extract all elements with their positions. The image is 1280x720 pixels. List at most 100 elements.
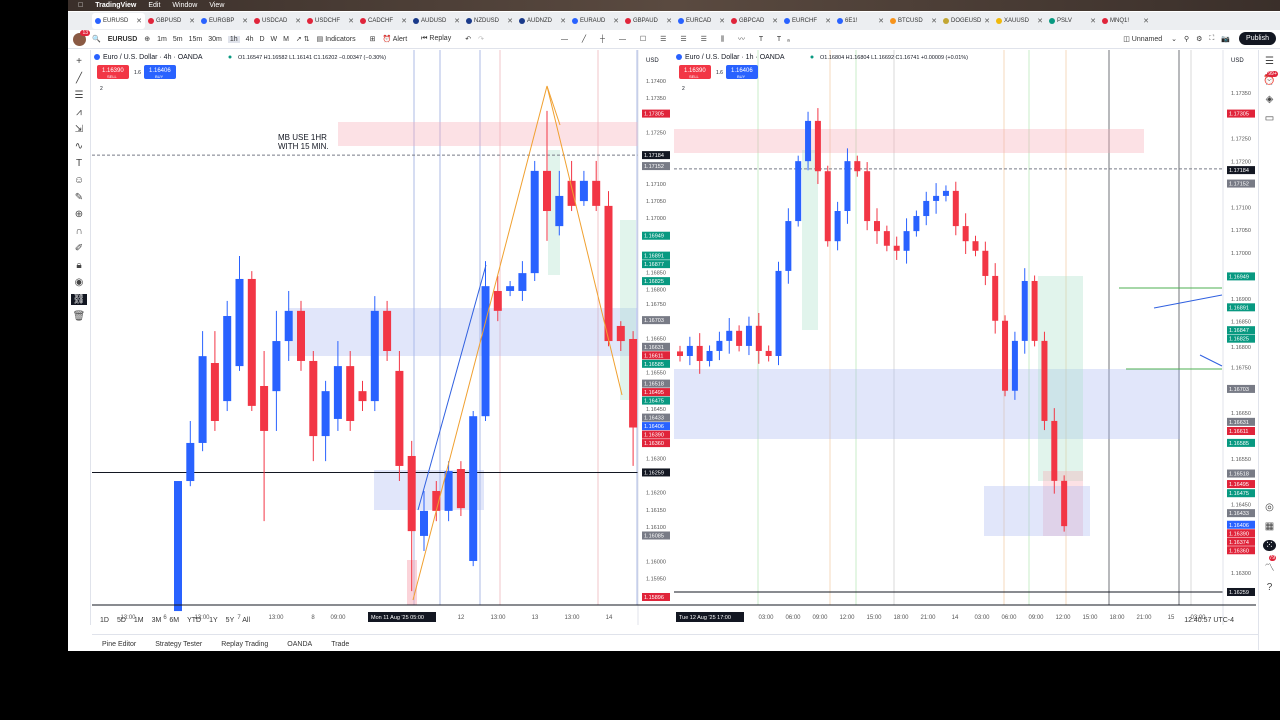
emoji-icon[interactable]: ☺: [73, 175, 85, 186]
candle[interactable]: [755, 325, 762, 351]
candle[interactable]: [383, 310, 392, 352]
fullscreen-icon[interactable]: ⛶: [1209, 35, 1215, 42]
candle[interactable]: [481, 286, 490, 417]
indicators-button[interactable]: ▤ Indicators: [316, 36, 356, 43]
candle[interactable]: [260, 385, 269, 431]
tab-gbpaud[interactable]: GBPAUD ✕: [622, 13, 675, 29]
close-tab-icon[interactable]: ✕: [719, 18, 725, 25]
watchlist-icon[interactable]: ☰: [1265, 56, 1274, 67]
zone-box[interactable]: [984, 486, 1090, 536]
sell-button[interactable]: [679, 65, 711, 79]
lock-icon[interactable]: 🔒︎: [76, 260, 82, 271]
fib-icon[interactable]: ☰: [74, 90, 84, 101]
candle[interactable]: [824, 171, 831, 242]
ruler-icon[interactable]: ⇲: [74, 124, 84, 135]
interval-D[interactable]: D: [259, 35, 265, 43]
candle[interactable]: [432, 490, 441, 511]
candle[interactable]: [210, 363, 219, 421]
candle[interactable]: [854, 161, 861, 172]
range-5d[interactable]: 5D: [116, 617, 126, 624]
candle[interactable]: [309, 360, 318, 437]
measure-icon[interactable]: ✎: [74, 192, 84, 203]
candle[interactable]: [1011, 340, 1018, 391]
chat-icon[interactable]: ▭: [1264, 113, 1275, 124]
candle[interactable]: [972, 241, 979, 251]
candle[interactable]: [543, 170, 551, 212]
tab-audnzd[interactable]: AUDNZD ✕: [516, 13, 569, 29]
menu-app[interactable]: TradingView: [90, 2, 136, 9]
interval-5m[interactable]: 5m: [172, 35, 183, 43]
candle[interactable]: [333, 366, 342, 419]
candle[interactable]: [942, 190, 949, 196]
candle[interactable]: [706, 350, 713, 362]
close-tab-icon[interactable]: ✕: [772, 18, 778, 25]
compare-icon[interactable]: ⊕: [144, 36, 151, 43]
tab-cadchf[interactable]: CADCHF ✕: [357, 13, 410, 29]
search-icon[interactable]: 🔍: [92, 36, 101, 43]
tab-usdcad[interactable]: USDCAD ✕: [251, 13, 304, 29]
avatar[interactable]: 13: [73, 29, 90, 46]
close-tab-icon[interactable]: ✕: [295, 18, 301, 25]
candle[interactable]: [952, 190, 959, 227]
magnet-icon[interactable]: ∩: [75, 226, 83, 237]
sell-button[interactable]: [97, 65, 129, 79]
candle[interactable]: [814, 120, 821, 172]
close-tab-icon[interactable]: ✕: [931, 18, 937, 25]
candle[interactable]: [1051, 420, 1058, 481]
candle[interactable]: [992, 275, 999, 321]
candle[interactable]: [982, 250, 989, 276]
candle[interactable]: [677, 351, 683, 356]
range-ytd[interactable]: YTD: [187, 617, 202, 624]
close-tab-icon[interactable]: ✕: [560, 18, 566, 25]
range-1d[interactable]: 1D: [100, 617, 109, 624]
candle[interactable]: [272, 341, 281, 392]
brush-icon[interactable]: ∿: [74, 141, 84, 152]
tab-nzdusd[interactable]: NZDUSD ✕: [463, 13, 516, 29]
candle[interactable]: [785, 221, 792, 271]
candle[interactable]: [407, 455, 416, 532]
candle[interactable]: [321, 391, 330, 437]
close-tab-icon[interactable]: ✕: [1143, 18, 1149, 25]
zone-box[interactable]: [674, 369, 1180, 439]
eye-icon[interactable]: ◉: [74, 277, 84, 288]
close-tab-icon[interactable]: ✕: [666, 18, 672, 25]
tab-gbpcad[interactable]: GBPCAD ✕: [728, 13, 781, 29]
candle[interactable]: [1061, 480, 1068, 527]
candle[interactable]: [874, 221, 880, 232]
tab-eurcad[interactable]: EURCAD ✕: [675, 13, 728, 29]
zone-box[interactable]: [802, 150, 818, 330]
tab-eurchf[interactable]: EURCHF ✕: [781, 13, 834, 29]
interval-15m[interactable]: 15m: [188, 35, 203, 43]
menu-window[interactable]: Window: [167, 2, 197, 9]
candle[interactable]: [174, 481, 182, 612]
redo-icon[interactable]: ↷: [478, 36, 484, 43]
zone-box[interactable]: [338, 122, 638, 146]
candle[interactable]: [686, 345, 693, 356]
candle[interactable]: [223, 316, 232, 402]
trash-icon[interactable]: 🗑︎: [72, 311, 86, 322]
candle[interactable]: [696, 345, 703, 362]
close-tab-icon[interactable]: ✕: [878, 18, 884, 25]
candle[interactable]: [795, 161, 802, 222]
candle[interactable]: [629, 338, 638, 428]
candle[interactable]: [395, 370, 404, 466]
candle[interactable]: [567, 180, 576, 206]
left-chart-4h[interactable]: 1.17400 1.17350 1.17305 1.17250 1.17184 1.171…: [92, 50, 674, 625]
interval-30m[interactable]: 30m: [208, 35, 222, 43]
candle[interactable]: [493, 290, 502, 311]
tab-dogeusd[interactable]: DOGEUSD ✕: [940, 13, 993, 29]
candle[interactable]: [592, 180, 601, 206]
range-6m[interactable]: 6M: [169, 617, 180, 624]
candle[interactable]: [284, 310, 293, 342]
indicator-count[interactable]: 2: [682, 86, 685, 92]
tab-6e1[interactable]: 6E1! ✕: [834, 13, 887, 29]
close-tab-icon[interactable]: ✕: [454, 18, 460, 25]
symbol-search[interactable]: EURUSD: [107, 35, 138, 43]
trend-line[interactable]: [1153, 294, 1223, 309]
candle[interactable]: [518, 273, 527, 291]
candle[interactable]: [913, 216, 920, 232]
candle[interactable]: [1021, 280, 1028, 341]
candle[interactable]: [297, 310, 305, 361]
candle[interactable]: [933, 195, 940, 201]
candle[interactable]: [726, 330, 733, 341]
